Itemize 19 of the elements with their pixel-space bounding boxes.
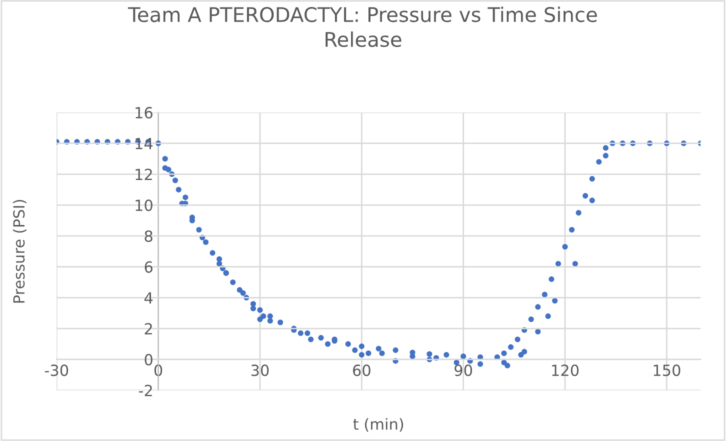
x-tick-label: 90 bbox=[454, 364, 472, 376]
y-tick-label: 10 bbox=[136, 200, 152, 212]
y-tick-label: 6 bbox=[144, 261, 152, 273]
y-tick-label: -2 bbox=[138, 384, 152, 396]
y-tick-label: 16 bbox=[136, 106, 152, 118]
x-tick-label: 0 bbox=[154, 364, 162, 376]
y-tick-label: 4 bbox=[144, 292, 153, 304]
x-tick-label: 120 bbox=[552, 364, 579, 376]
x-axis-title: t (min) bbox=[353, 418, 404, 432]
chart-title: Team A PTERODACTYL: Pressure vs Time Since Release bbox=[128, 6, 597, 48]
x-tick-label: 30 bbox=[251, 364, 269, 376]
y-tick-label: 0 bbox=[144, 354, 152, 366]
y-tick-label: 12 bbox=[136, 168, 152, 180]
x-tick-label: 60 bbox=[353, 364, 370, 376]
y-axis-title: Pressure (PSI) bbox=[12, 200, 26, 303]
y-tick-label: 8 bbox=[144, 230, 152, 242]
x-tick-label: 150 bbox=[654, 364, 680, 376]
x-tick-label: -30 bbox=[44, 364, 68, 376]
y-tick-label: 2 bbox=[144, 323, 152, 334]
